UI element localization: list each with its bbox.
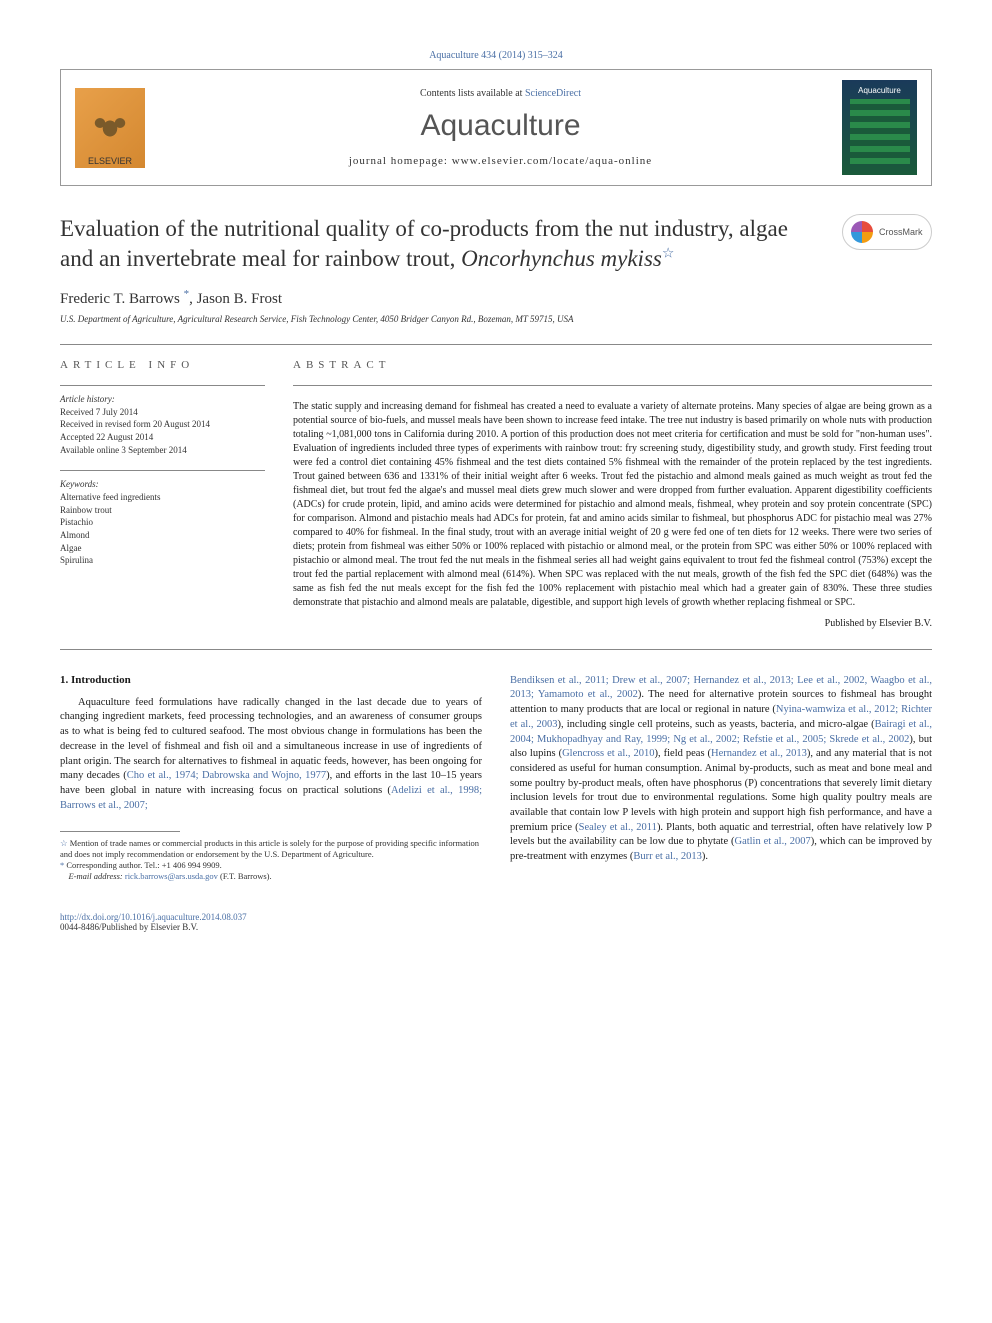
citation[interactable]: Cho et al., 1974; Dabrowska and Wojno, 1…: [127, 770, 326, 781]
elsevier-label: ELSEVIER: [88, 156, 132, 166]
footnote-divider: [60, 831, 180, 832]
affiliation: U.S. Department of Agriculture, Agricult…: [60, 314, 932, 324]
cover-title: Aquaculture: [858, 86, 901, 95]
journal-header: ELSEVIER Contents lists available at Sci…: [60, 69, 932, 186]
doi-link[interactable]: http://dx.doi.org/10.1016/j.aquaculture.…: [60, 912, 247, 922]
abstract-column: ABSTRACT The static supply and increasin…: [293, 359, 932, 629]
history-label: Article history:: [60, 394, 265, 404]
crossmark-icon: [851, 221, 873, 243]
intro-paragraph-cont: Bendiksen et al., 2011; Drew et al., 200…: [510, 674, 932, 865]
body-column-right: Bendiksen et al., 2011; Drew et al., 200…: [510, 674, 932, 883]
top-citation: Aquaculture 434 (2014) 315–324: [60, 50, 932, 61]
sciencedirect-link[interactable]: ScienceDirect: [525, 88, 581, 99]
email-link[interactable]: rick.barrows@ars.usda.gov: [125, 871, 218, 881]
authors: Frederic T. Barrows *, Jason B. Frost: [60, 288, 932, 308]
footnote-email: E-mail address: rick.barrows@ars.usda.go…: [60, 871, 482, 882]
crossmark-label: CrossMark: [879, 227, 923, 237]
article-info-header: ARTICLE INFO: [60, 359, 265, 371]
title-footnote-mark: ☆: [662, 246, 675, 261]
footnote-disclaimer: ☆ Mention of trade names or commercial p…: [60, 838, 482, 860]
citation[interactable]: Sealey et al., 2011: [579, 822, 657, 833]
citation[interactable]: Hernandez et al., 2013: [711, 748, 807, 759]
elsevier-tree-icon: [85, 101, 135, 156]
keywords-label: Keywords:: [60, 479, 265, 489]
body-column-left: 1. Introduction Aquaculture feed formula…: [60, 674, 482, 883]
elsevier-logo: ELSEVIER: [75, 88, 145, 168]
keywords-text: Alternative feed ingredients Rainbow tro…: [60, 491, 265, 567]
article-info-column: ARTICLE INFO Article history: Received 7…: [60, 359, 265, 629]
abstract-header: ABSTRACT: [293, 359, 932, 371]
issn-line: 0044-8486/Published by Elsevier B.V.: [60, 922, 198, 932]
citation[interactable]: Gatlin et al., 2007: [734, 836, 810, 847]
contents-line: Contents lists available at ScienceDirec…: [159, 88, 842, 99]
crossmark-badge[interactable]: CrossMark: [842, 214, 932, 250]
page-footer: http://dx.doi.org/10.1016/j.aquaculture.…: [60, 912, 932, 932]
journal-name: Aquaculture: [159, 109, 842, 143]
history-text: Received 7 July 2014 Received in revised…: [60, 406, 265, 456]
cover-image: [850, 99, 910, 164]
journal-cover: Aquaculture: [842, 80, 917, 175]
footnote-corresponding: * Corresponding author. Tel.: +1 406 994…: [60, 860, 482, 871]
divider: [60, 649, 932, 650]
divider: [293, 385, 932, 386]
intro-heading: 1. Introduction: [60, 674, 482, 686]
divider: [60, 344, 932, 345]
journal-homepage: journal homepage: www.elsevier.com/locat…: [159, 155, 842, 167]
citation[interactable]: Glencross et al., 2010: [562, 748, 654, 759]
article-title: Evaluation of the nutritional quality of…: [60, 214, 822, 274]
abstract-text: The static supply and increasing demand …: [293, 400, 932, 610]
citation[interactable]: Burr et al., 2013: [633, 851, 702, 862]
publisher-line: Published by Elsevier B.V.: [293, 618, 932, 629]
intro-paragraph: Aquaculture feed formulations have radic…: [60, 696, 482, 814]
